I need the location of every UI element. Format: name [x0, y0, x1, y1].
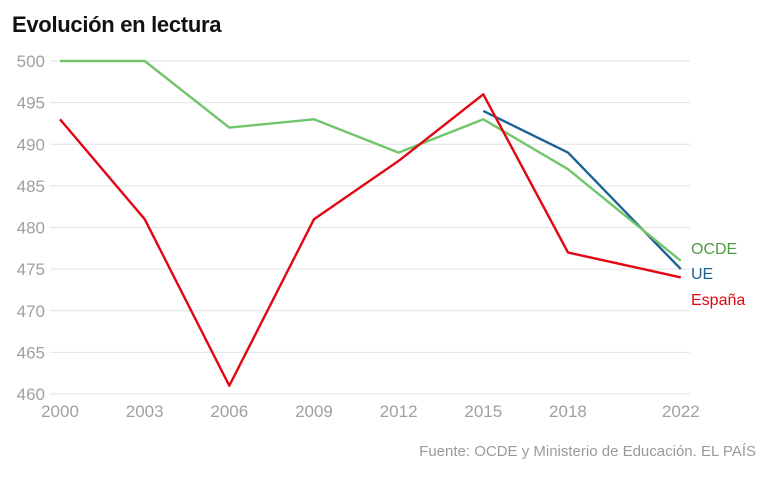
- x-tick-label: 2012: [380, 402, 418, 421]
- chart-title: Evolución en lectura: [12, 12, 222, 37]
- x-tick-label: 2006: [210, 402, 248, 421]
- y-tick-label: 500: [17, 52, 45, 71]
- y-tick-label: 495: [17, 94, 45, 113]
- y-tick-label: 485: [17, 177, 45, 196]
- series-line-ue: [482, 109, 682, 270]
- series-label-espana: España: [691, 292, 745, 309]
- y-tick-label: 480: [17, 219, 45, 238]
- x-tick-label: 2003: [126, 402, 164, 421]
- x-tick-label: 2022: [662, 402, 700, 421]
- series-labels: OCDE UE España: [691, 241, 745, 309]
- x-tick-label: 2018: [549, 402, 587, 421]
- x-tick-label: 2015: [464, 402, 502, 421]
- y-tick-label: 470: [17, 302, 45, 321]
- source-note: Fuente: OCDE y Ministerio de Educación. …: [419, 443, 756, 460]
- y-tick-label: 475: [17, 260, 45, 279]
- y-tick-label: 490: [17, 135, 45, 154]
- series-line-espana: [59, 93, 682, 387]
- y-tick-label: 460: [17, 385, 45, 404]
- y-tick-label: 465: [17, 343, 45, 362]
- gridlines: [50, 60, 690, 395]
- x-axis-ticks: 2000 2003 2006 2009 2012 2015 2018 2022: [41, 402, 700, 421]
- x-tick-label: 2000: [41, 402, 79, 421]
- series-lines: [59, 59, 682, 387]
- x-tick-label: 2009: [295, 402, 333, 421]
- series-line-ocde: [60, 59, 682, 262]
- series-label-ue: UE: [691, 266, 713, 283]
- y-axis-ticks: 460 465 470 475 480 485 490 495 500: [17, 52, 45, 404]
- series-label-ocde: OCDE: [691, 241, 737, 258]
